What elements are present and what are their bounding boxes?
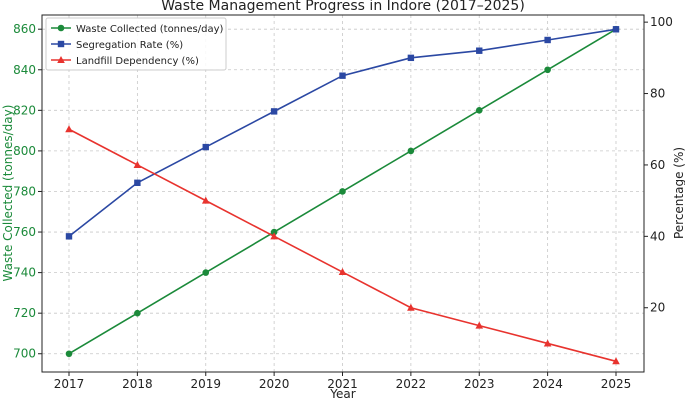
data-point bbox=[544, 36, 551, 44]
data-point bbox=[544, 66, 551, 74]
data-point bbox=[270, 228, 278, 236]
data-point bbox=[407, 54, 415, 62]
series-1 bbox=[65, 26, 620, 240]
data-point bbox=[202, 143, 209, 151]
data-point bbox=[612, 26, 620, 33]
chart-title: Waste Management Progress in Indore (201… bbox=[161, 0, 525, 14]
x-tick-label: 2020 bbox=[259, 377, 290, 391]
right-y-tick-label: 60 bbox=[650, 158, 665, 172]
legend-label: Segregation Rate (%) bbox=[76, 40, 183, 51]
right-y-tick-label: 40 bbox=[650, 229, 665, 243]
series-2 bbox=[65, 125, 620, 365]
left-y-tick-label: 800 bbox=[13, 144, 36, 158]
data-point bbox=[133, 160, 142, 168]
left-y-tick-label: 840 bbox=[13, 63, 36, 77]
left-y-tick-label: 740 bbox=[13, 266, 36, 280]
series-layer bbox=[65, 25, 620, 365]
legend-frame bbox=[45, 17, 227, 71]
data-point bbox=[134, 179, 141, 186]
data-point bbox=[338, 268, 347, 276]
data-point bbox=[475, 321, 484, 329]
right-y-axis-label: Percentage (%) bbox=[672, 147, 685, 239]
data-point bbox=[270, 108, 278, 115]
legend-label: Waste Collected (tonnes/day) bbox=[76, 24, 223, 35]
data-point bbox=[339, 188, 346, 195]
left-y-tick-label: 720 bbox=[13, 306, 36, 320]
left-y-tick-label: 700 bbox=[13, 347, 36, 361]
left-y-axis-ticks: 700 720 740 760 780 800 820 840 860 bbox=[13, 22, 42, 361]
x-tick-label: 2023 bbox=[464, 377, 495, 391]
x-tick-label: 2025 bbox=[601, 377, 632, 391]
data-point bbox=[339, 72, 346, 79]
x-tick-label: 2019 bbox=[190, 377, 221, 391]
legend: Waste Collected (tonnes/day) Segregation … bbox=[45, 17, 227, 71]
data-point bbox=[612, 357, 620, 365]
data-point bbox=[407, 303, 415, 311]
data-point bbox=[65, 350, 73, 358]
x-tick-label: 2024 bbox=[532, 377, 563, 391]
right-y-axis-ticks: 20 40 60 80 100 bbox=[644, 15, 673, 315]
data-point bbox=[476, 47, 483, 54]
data-point bbox=[407, 147, 415, 155]
right-y-tick-label: 100 bbox=[650, 15, 673, 29]
data-point bbox=[65, 125, 73, 133]
x-axis-ticks: 2017 2018 2019 2020 2021 2022 2023 2024 2025 bbox=[54, 372, 632, 391]
left-y-tick-label: 780 bbox=[13, 184, 36, 198]
legend-marker bbox=[57, 40, 65, 48]
data-point bbox=[270, 232, 278, 240]
data-point bbox=[475, 107, 483, 114]
legend-marker bbox=[57, 56, 65, 63]
left-y-tick-label: 820 bbox=[13, 103, 36, 117]
series-0 bbox=[65, 25, 620, 358]
left-y-axis-label: Waste Collected (tonnes/day) bbox=[1, 105, 15, 282]
data-point bbox=[201, 196, 210, 204]
right-y-tick-label: 20 bbox=[650, 301, 665, 315]
data-point bbox=[202, 269, 210, 276]
legend-marker bbox=[57, 24, 65, 32]
x-axis-label: Year bbox=[329, 387, 355, 400]
x-tick-label: 2021 bbox=[327, 377, 358, 391]
data-point bbox=[543, 339, 552, 347]
x-tick-label: 2017 bbox=[54, 377, 85, 391]
right-y-tick-label: 80 bbox=[650, 87, 665, 101]
x-tick-label: 2018 bbox=[122, 377, 153, 391]
data-point bbox=[65, 233, 73, 240]
legend-label: Landfill Dependency (%) bbox=[76, 56, 199, 67]
x-tick-label: 2022 bbox=[396, 377, 427, 391]
data-point bbox=[134, 309, 141, 317]
left-y-tick-label: 860 bbox=[13, 22, 36, 36]
left-y-tick-label: 760 bbox=[13, 225, 36, 239]
